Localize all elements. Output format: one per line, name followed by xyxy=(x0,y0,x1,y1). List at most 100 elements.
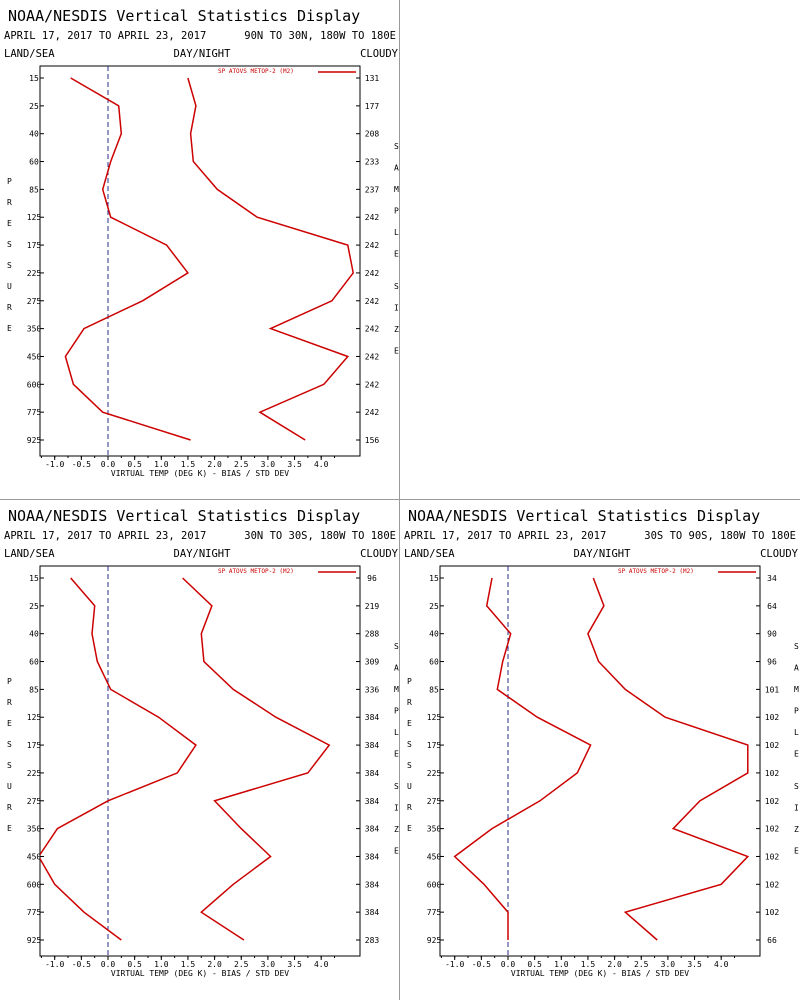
legend-label: SP ATOVS METOP-2 (M2) xyxy=(618,568,694,575)
plot-frame xyxy=(39,65,361,457)
pressure-level-label: 175 xyxy=(427,741,442,750)
x-tick-label: 1.0 xyxy=(154,460,169,469)
chart-title: NOAA/NESDIS Vertical Statistics Display xyxy=(8,507,360,525)
x-tick-label: -0.5 xyxy=(72,960,91,969)
pressure-level-label: 25 xyxy=(29,102,39,111)
x-tick-label: 4.0 xyxy=(714,960,729,969)
pressure-level-label: 25 xyxy=(429,602,439,611)
sample-size-label: 96 xyxy=(767,658,777,667)
sample-size-label: 101 xyxy=(765,685,780,694)
cloudy-label: CLOUDY xyxy=(760,548,799,560)
sample-size-label: 90 xyxy=(767,630,777,639)
sample-size-label: 102 xyxy=(765,852,780,861)
x-tick-label: 1.5 xyxy=(581,960,596,969)
land-sea-label: LAND/SEA xyxy=(404,548,455,560)
date-range: APRIL 17, 2017 TO APRIL 23, 2017 xyxy=(4,30,206,42)
sample-size-label: 309 xyxy=(365,658,380,667)
pressure-level-label: 225 xyxy=(427,769,442,778)
x-tick-label: -1.0 xyxy=(445,960,464,969)
sample-size-label: 102 xyxy=(765,769,780,778)
sample-size-label: 283 xyxy=(365,936,380,945)
sample-size-label: 242 xyxy=(365,352,380,361)
pressure-level-label: 450 xyxy=(27,852,42,861)
x-tick-label: 0.5 xyxy=(527,960,542,969)
std-dev-series-line xyxy=(187,77,355,441)
date-range: APRIL 17, 2017 TO APRIL 23, 2017 xyxy=(4,530,206,542)
sample-size-label: 233 xyxy=(365,158,380,167)
x-tick-label: 2.5 xyxy=(634,960,649,969)
pressure-level-label: 350 xyxy=(27,825,42,834)
sample-size-label: 66 xyxy=(767,936,777,945)
day-night-label: DAY/NIGHT xyxy=(574,548,632,560)
sample-size-label: 384 xyxy=(365,769,380,778)
sample-size-label: 384 xyxy=(365,908,380,917)
x-tick-label: -0.5 xyxy=(72,460,91,469)
pressure-level-label: 775 xyxy=(427,908,442,917)
sample-size-label: 208 xyxy=(365,130,380,139)
chart-svg: NOAA/NESDIS Vertical Statistics Display A… xyxy=(404,507,799,978)
pressure-level-label: 125 xyxy=(427,713,442,722)
pressure-level-label: 925 xyxy=(27,936,42,945)
pressure-level-label: 350 xyxy=(427,825,442,834)
x-tick-label: 1.0 xyxy=(554,960,569,969)
pressure-level-label: 450 xyxy=(427,852,442,861)
pressure-level-label: 85 xyxy=(29,185,39,194)
sample-size-label: 384 xyxy=(365,713,380,722)
sample-size-label: 102 xyxy=(765,797,780,806)
chart-panel-30n-30s: NOAA/NESDIS Vertical Statistics Display A… xyxy=(0,500,400,1000)
chart-svg: NOAA/NESDIS Vertical Statistics Display A… xyxy=(4,7,399,478)
pressure-level-label: 125 xyxy=(27,713,42,722)
chart-title: NOAA/NESDIS Vertical Statistics Display xyxy=(408,507,760,525)
sample-size-label: 102 xyxy=(765,880,780,889)
x-tick-label: 3.0 xyxy=(261,460,276,469)
pressure-level-label: 15 xyxy=(29,74,39,83)
pressure-level-label: 125 xyxy=(27,213,42,222)
pressure-level-label: 350 xyxy=(27,325,42,334)
pressure-level-label: 600 xyxy=(427,880,442,889)
x-tick-label: 2.0 xyxy=(607,960,622,969)
x-tick-label: 2.0 xyxy=(207,960,222,969)
sample-size-label: 384 xyxy=(365,852,380,861)
sample-size-label: 156 xyxy=(365,436,380,445)
x-tick-label: 2.5 xyxy=(234,460,249,469)
pressure-level-label: 25 xyxy=(29,602,39,611)
sample-size-label: 219 xyxy=(365,602,380,611)
pressure-level-label: 925 xyxy=(427,936,442,945)
pressure-level-label: 775 xyxy=(27,408,42,417)
sample-size-label: 242 xyxy=(365,297,380,306)
land-sea-label: LAND/SEA xyxy=(4,548,55,560)
plot-frame xyxy=(439,565,761,957)
x-tick-label: 1.5 xyxy=(181,960,196,969)
region-label: 90N TO 30N, 180W TO 180E xyxy=(244,30,396,42)
pressure-level-label: 275 xyxy=(27,297,42,306)
sample-size-label: 102 xyxy=(765,908,780,917)
sample-size-label: 96 xyxy=(367,574,377,583)
x-tick-label: 3.5 xyxy=(687,960,702,969)
x-tick-label: 1.5 xyxy=(181,460,196,469)
day-night-label: DAY/NIGHT xyxy=(174,48,232,60)
x-axis-label: VIRTUAL TEMP (DEG K) - BIAS / STD DEV xyxy=(511,969,689,978)
plot-frame xyxy=(39,565,361,957)
pressure-level-label: 60 xyxy=(29,158,39,167)
pressure-level-label: 40 xyxy=(429,630,439,639)
x-tick-label: 4.0 xyxy=(314,460,329,469)
x-tick-label: 0.0 xyxy=(501,960,516,969)
x-tick-label: -0.5 xyxy=(472,960,491,969)
sample-size-label: 242 xyxy=(365,408,380,417)
x-axis-label: VIRTUAL TEMP (DEG K) - BIAS / STD DEV xyxy=(111,469,289,478)
pressure-level-label: 15 xyxy=(429,574,439,583)
pressure-level-label: 85 xyxy=(29,685,39,694)
sample-size-label: 384 xyxy=(365,797,380,806)
sample-size-label: 131 xyxy=(365,74,380,83)
day-night-label: DAY/NIGHT xyxy=(174,548,232,560)
pressure-level-label: 600 xyxy=(27,880,42,889)
date-range: APRIL 17, 2017 TO APRIL 23, 2017 xyxy=(404,530,606,542)
x-tick-label: -1.0 xyxy=(45,460,64,469)
x-tick-label: 3.5 xyxy=(287,960,302,969)
x-tick-label: -1.0 xyxy=(45,960,64,969)
sample-size-label: 102 xyxy=(765,741,780,750)
